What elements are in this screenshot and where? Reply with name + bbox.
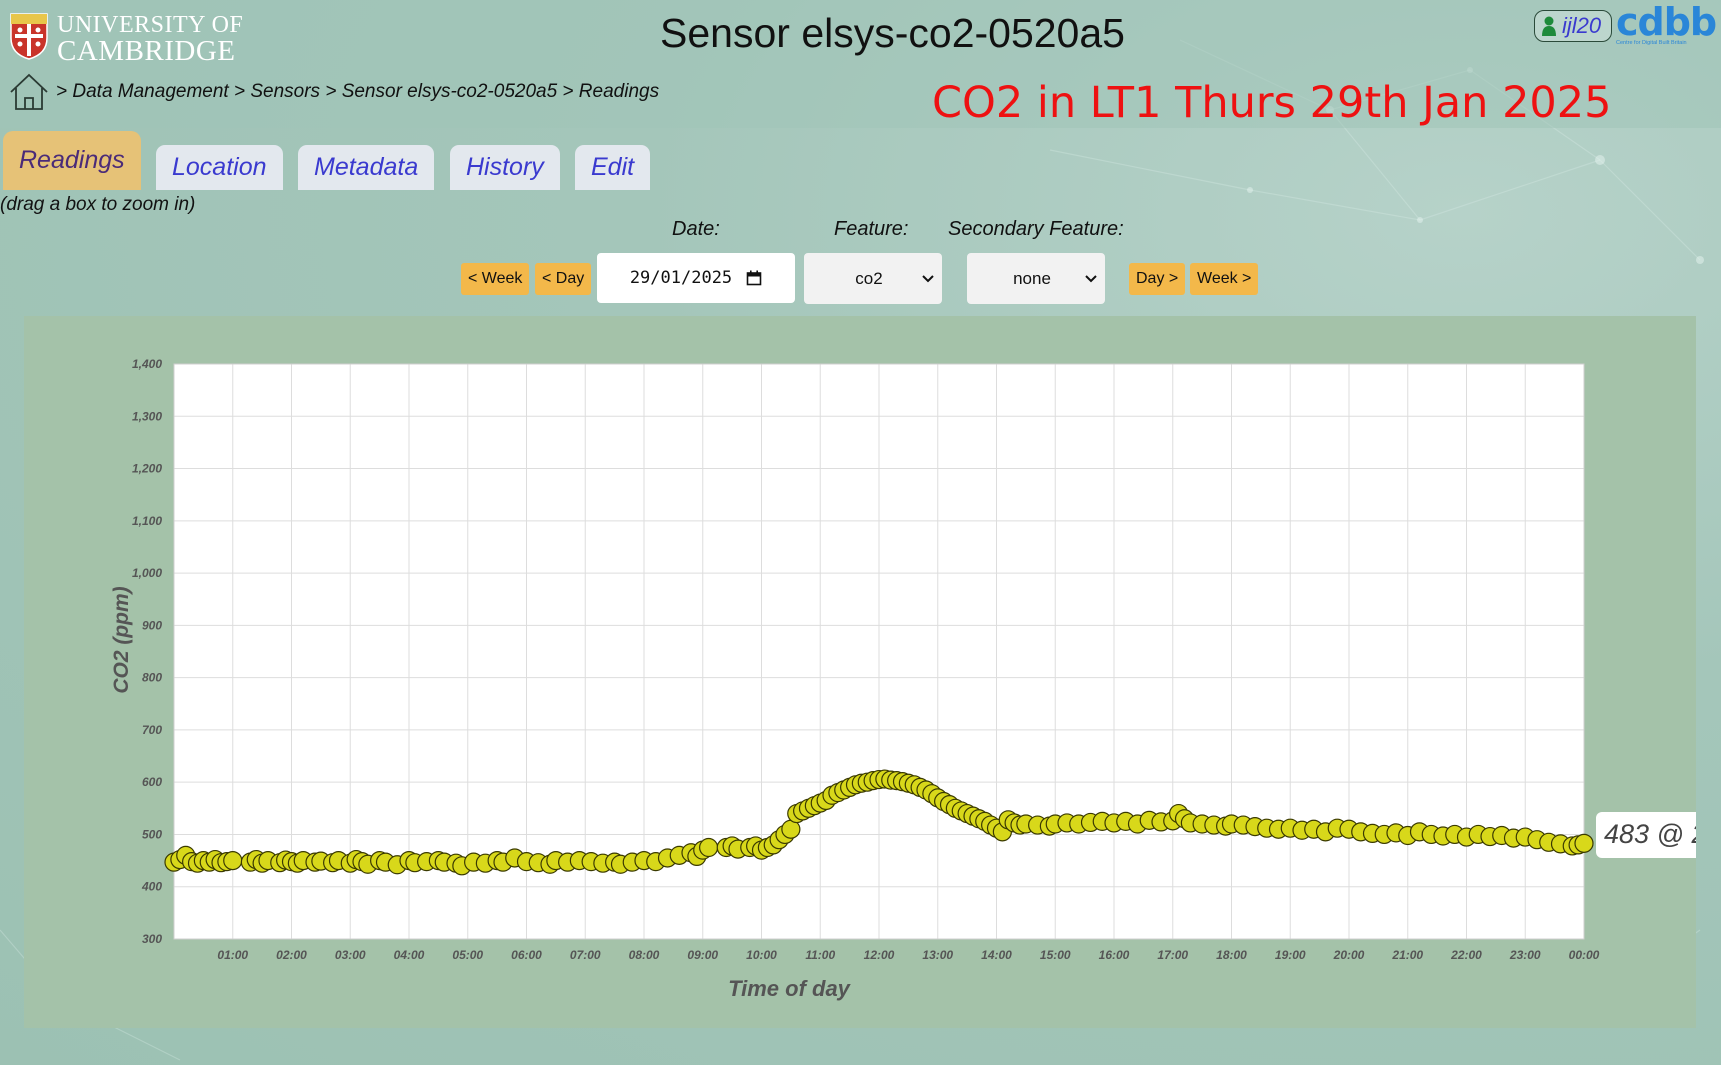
prev-day-button[interactable]: < Day <box>535 263 592 295</box>
date-value: 29/01/2025 <box>629 268 733 288</box>
crest-icon <box>10 13 48 60</box>
x-tick-label: 01:00 <box>217 948 248 962</box>
x-tick-label: 09:00 <box>687 948 718 962</box>
y-tick-label: 900 <box>142 618 162 632</box>
breadcrumb-path[interactable]: > Data Management > Sensors > Sensor els… <box>56 81 660 102</box>
secondary-feature-label: Secondary Feature: <box>948 218 1124 240</box>
x-tick-label: 10:00 <box>746 948 777 962</box>
co2-chart[interactable]: 300 400 500 600 700 800 900 1,000 1,100 1,200 1,30… <box>24 316 1696 1028</box>
x-axis-label: Time of day <box>728 976 852 1001</box>
x-tick-label: 19:00 <box>1275 948 1306 962</box>
x-tick-label: 20:00 <box>1333 948 1365 962</box>
page-title: Sensor elsys-co2-0520a5 <box>660 10 1125 56</box>
x-tick-label: 05:00 <box>452 948 483 962</box>
x-tick-label: 14:00 <box>981 948 1012 962</box>
x-tick-labels: 01:00 02:00 03:00 04:00 05:00 06:00 07:00 08:00… <box>217 948 1599 962</box>
data-point <box>699 837 719 858</box>
data-points <box>164 769 1594 876</box>
x-tick-label: 12:00 <box>864 948 895 962</box>
tab-readings[interactable]: Readings <box>3 131 141 190</box>
x-tick-label: 23:00 <box>1509 948 1541 962</box>
secondary-feature-select-value: none <box>1013 268 1051 288</box>
tab-history[interactable]: History <box>450 145 560 190</box>
chevron-down-icon <box>922 274 934 282</box>
x-tick-label: 22:00 <box>1450 948 1482 962</box>
x-tick-label: 07:00 <box>570 948 601 962</box>
y-tick-label: 1,200 <box>132 462 162 476</box>
username: ijl20 <box>1562 13 1602 38</box>
x-tick-label: 08:00 <box>629 948 660 962</box>
chart-tooltip: 483 @ 2 <box>1596 812 1696 858</box>
feature-select-value: co2 <box>855 268 883 288</box>
logo-line-2: CAMBRIDGE <box>57 35 236 67</box>
cdbb-logo[interactable]: cdbb Centre for Digital Built Britain <box>1616 0 1717 50</box>
user-icon <box>1542 16 1556 36</box>
data-point <box>1574 833 1594 853</box>
cdbb-subtitle: Centre for Digital Built Britain <box>1616 40 1687 46</box>
university-logo[interactable]: UNIVERSITY OF CAMBRIDGE <box>9 12 249 66</box>
next-week-button[interactable]: Week > <box>1190 263 1259 295</box>
calendar-icon[interactable] <box>746 270 762 286</box>
zoom-hint: (drag a box to zoom in) <box>0 194 196 215</box>
chevron-down-icon <box>1085 274 1097 282</box>
x-tick-label: 06:00 <box>511 948 542 962</box>
x-tick-label: 02:00 <box>276 948 307 962</box>
y-axis-label: CO2 (ppm) <box>110 586 133 693</box>
x-tick-label: 15:00 <box>1040 948 1071 962</box>
feature-select[interactable]: co2 <box>804 253 942 304</box>
x-tick-label: 21:00 <box>1391 948 1423 962</box>
x-tick-label: 16:00 <box>1099 948 1130 962</box>
user-badge[interactable]: ijl20 <box>1534 10 1613 42</box>
y-tick-label: 700 <box>142 723 162 737</box>
x-tick-label: 03:00 <box>335 948 366 962</box>
x-tick-label: 18:00 <box>1216 948 1247 962</box>
secondary-feature-select[interactable]: none <box>967 253 1105 304</box>
date-input[interactable]: 29/01/2025 <box>597 253 795 303</box>
prev-week-button[interactable]: < Week <box>461 263 530 295</box>
logo-line-1: UNIVERSITY OF <box>57 12 244 38</box>
tab-metadata[interactable]: Metadata <box>298 145 435 190</box>
y-tick-label: 1,300 <box>132 409 162 423</box>
x-tick-label: 17:00 <box>1157 948 1188 962</box>
y-tick-label: 1,400 <box>132 357 162 371</box>
y-tick-label: 1,000 <box>132 566 162 580</box>
x-tick-label: 04:00 <box>394 948 425 962</box>
x-tick-label: 00:00 <box>1569 948 1600 962</box>
y-tick-label: 600 <box>142 775 162 789</box>
tab-location[interactable]: Location <box>156 145 283 190</box>
y-tick-label: 500 <box>142 827 162 841</box>
y-tick-label: 300 <box>142 932 162 946</box>
y-tick-label: 800 <box>142 671 162 685</box>
tab-edit[interactable]: Edit <box>575 145 651 190</box>
feature-label: Feature: <box>834 218 909 240</box>
y-tick-label: 400 <box>141 880 162 894</box>
plot-border <box>173 363 1585 940</box>
cdbb-wordmark: cdbb <box>1616 0 1717 44</box>
next-day-button[interactable]: Day > <box>1129 263 1186 295</box>
header-band <box>0 0 1721 128</box>
y-tick-label: 1,100 <box>132 514 162 528</box>
chart-annotation: CO2 in LT1 Thurs 29th Jan 2025 <box>932 78 1612 128</box>
date-label: Date: <box>672 218 720 240</box>
x-tick-label: 13:00 <box>922 948 953 962</box>
x-tick-label: 11:00 <box>805 948 835 962</box>
home-icon[interactable] <box>8 72 50 112</box>
breadcrumb: > Data Management > Sensors > Sensor els… <box>8 72 659 112</box>
y-tick-labels: 300 400 500 600 700 800 900 1,000 1,100 1,200 1,30… <box>132 357 162 946</box>
data-point <box>223 850 243 871</box>
tooltip-text: 483 @ 2 <box>1604 819 1696 849</box>
